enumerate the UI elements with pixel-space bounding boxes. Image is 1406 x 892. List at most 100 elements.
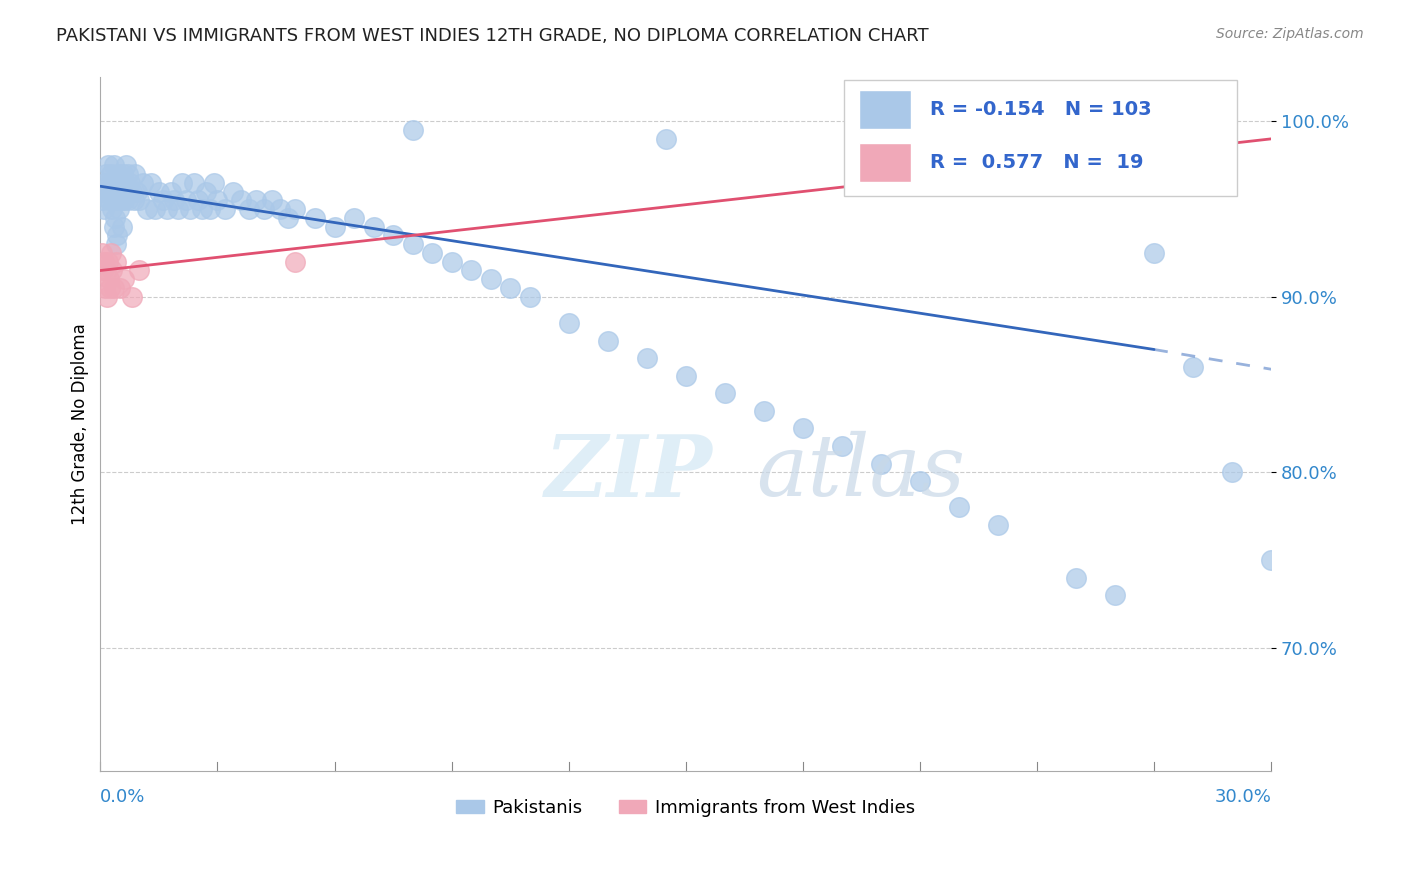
- Point: [636, 351, 658, 366]
- Point: [128, 194, 150, 208]
- Point: [557, 316, 579, 330]
- Point: [1064, 571, 1087, 585]
- Point: [108, 281, 131, 295]
- Point: [229, 194, 252, 208]
- Point: [460, 263, 482, 277]
- Point: [104, 185, 127, 199]
- Point: [104, 211, 127, 225]
- Point: [792, 421, 814, 435]
- Point: [202, 176, 225, 190]
- Point: [97, 254, 120, 268]
- Point: [103, 219, 125, 234]
- Point: [1220, 466, 1243, 480]
- Point: [91, 194, 114, 208]
- Text: R =  0.577   N =  19: R = 0.577 N = 19: [931, 153, 1143, 172]
- Point: [94, 176, 117, 190]
- Point: [97, 272, 120, 286]
- Point: [107, 167, 129, 181]
- Point: [91, 246, 114, 260]
- Point: [179, 202, 201, 216]
- Point: [214, 202, 236, 216]
- Point: [401, 123, 423, 137]
- Text: R = -0.154   N = 103: R = -0.154 N = 103: [931, 100, 1152, 119]
- Point: [238, 202, 260, 216]
- Point: [96, 167, 118, 181]
- Point: [323, 219, 346, 234]
- Point: [136, 202, 159, 216]
- Point: [191, 202, 214, 216]
- Point: [869, 457, 891, 471]
- Point: [105, 228, 128, 243]
- Point: [108, 202, 131, 216]
- Point: [253, 202, 276, 216]
- Point: [596, 334, 619, 348]
- Point: [401, 237, 423, 252]
- Point: [112, 194, 135, 208]
- Point: [1260, 553, 1282, 567]
- Point: [159, 185, 181, 199]
- Text: 0.0%: 0.0%: [100, 789, 146, 806]
- Point: [128, 263, 150, 277]
- Point: [114, 158, 136, 172]
- Point: [98, 281, 121, 295]
- Point: [104, 254, 127, 268]
- Point: [163, 194, 186, 208]
- Point: [222, 185, 245, 199]
- Point: [172, 176, 194, 190]
- Point: [118, 176, 141, 190]
- Point: [111, 167, 134, 181]
- Point: [277, 211, 299, 225]
- Point: [105, 176, 128, 190]
- Point: [851, 141, 873, 155]
- Point: [174, 194, 197, 208]
- Point: [104, 194, 127, 208]
- Point: [420, 246, 443, 260]
- Point: [101, 176, 124, 190]
- Point: [156, 202, 179, 216]
- Point: [198, 202, 221, 216]
- Point: [655, 132, 678, 146]
- Point: [752, 404, 775, 418]
- Point: [101, 202, 124, 216]
- Text: ZIP: ZIP: [546, 431, 713, 515]
- Point: [343, 211, 366, 225]
- Point: [183, 176, 205, 190]
- Point: [100, 246, 122, 260]
- Point: [111, 219, 134, 234]
- Point: [831, 439, 853, 453]
- Text: PAKISTANI VS IMMIGRANTS FROM WEST INDIES 12TH GRADE, NO DIPLOMA CORRELATION CHAR: PAKISTANI VS IMMIGRANTS FROM WEST INDIES…: [56, 27, 929, 45]
- Point: [152, 194, 174, 208]
- Point: [908, 474, 931, 488]
- Point: [93, 263, 115, 277]
- Text: 30.0%: 30.0%: [1215, 789, 1271, 806]
- Point: [1143, 246, 1166, 260]
- Point: [284, 202, 307, 216]
- Point: [499, 281, 522, 295]
- Point: [207, 194, 229, 208]
- Point: [100, 167, 122, 181]
- Point: [121, 290, 143, 304]
- Point: [143, 202, 166, 216]
- Point: [114, 176, 136, 190]
- Point: [96, 263, 118, 277]
- Point: [104, 237, 127, 252]
- Point: [675, 368, 697, 383]
- Point: [1182, 359, 1205, 374]
- Point: [948, 500, 970, 515]
- Point: [139, 176, 162, 190]
- Point: [382, 228, 405, 243]
- Point: [115, 185, 138, 199]
- FancyBboxPatch shape: [859, 143, 911, 182]
- Point: [117, 194, 139, 208]
- Point: [103, 281, 125, 295]
- Point: [132, 176, 155, 190]
- Point: [94, 281, 117, 295]
- Y-axis label: 12th Grade, No Diploma: 12th Grade, No Diploma: [72, 323, 89, 524]
- Point: [127, 185, 149, 199]
- Point: [1104, 588, 1126, 602]
- Point: [479, 272, 502, 286]
- Point: [519, 290, 541, 304]
- FancyBboxPatch shape: [844, 80, 1237, 196]
- Point: [117, 167, 139, 181]
- Point: [97, 194, 120, 208]
